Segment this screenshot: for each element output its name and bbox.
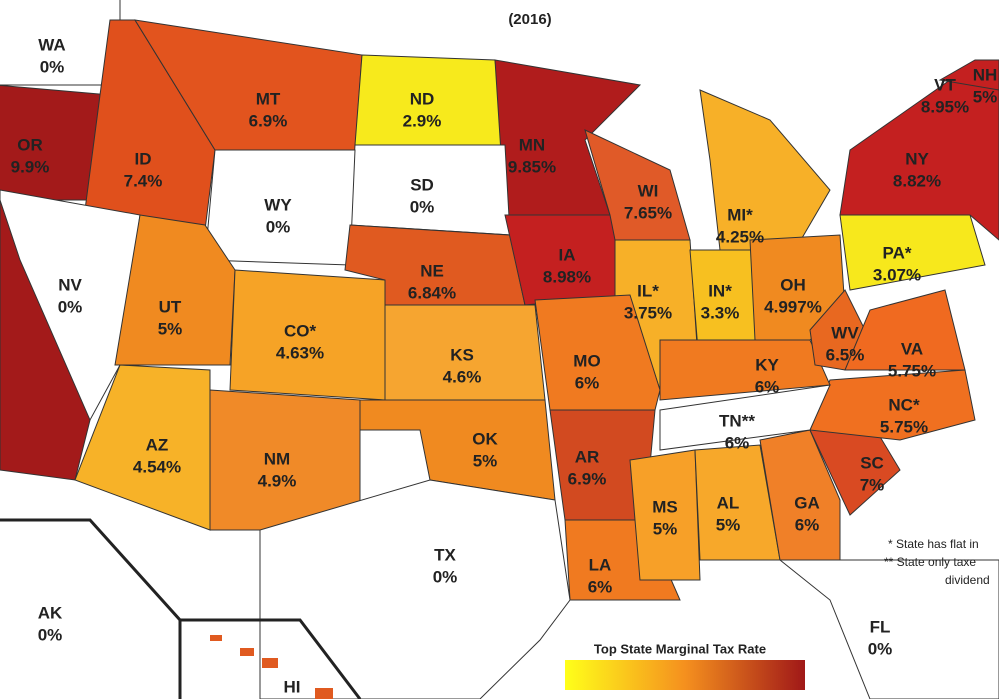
legend-title: Top State Marginal Tax Rate [594, 641, 766, 656]
state-rate: 8.98% [543, 267, 591, 286]
state-rate: 5% [473, 451, 498, 470]
state-rate: 5.75% [888, 361, 936, 380]
state-name: AL [717, 493, 740, 512]
state-name: KY [755, 355, 779, 374]
state-rate: 0% [266, 217, 291, 236]
state-rate: 6% [588, 577, 613, 596]
state-rate: 6% [795, 515, 820, 534]
state-rate: 8.95% [921, 97, 969, 116]
state-name: TN** [719, 411, 755, 430]
state-name: MN [519, 135, 545, 154]
state-name: HI [284, 677, 301, 696]
note: * State has flat in [888, 537, 979, 551]
state-rate: 6% [755, 377, 780, 396]
state-rate: 5% [653, 519, 678, 538]
state-name: ND [410, 89, 435, 108]
state-name: NE [420, 261, 444, 280]
state-rate: 4.6% [443, 367, 482, 386]
state-name: UT [159, 297, 182, 316]
state-name: WY [264, 195, 292, 214]
state-name: GA [794, 493, 820, 512]
state-rate: 0% [410, 197, 435, 216]
state-rate: 0% [868, 639, 893, 658]
state-rate: 5.75% [880, 417, 928, 436]
state-name: FL [870, 617, 891, 636]
state-name: WV [831, 323, 859, 342]
state-name: NC* [888, 395, 920, 414]
state-rate: 6.9% [568, 469, 607, 488]
state-name: WI [638, 181, 659, 200]
state-rate: 8.82% [893, 171, 941, 190]
state-name: NM [264, 449, 290, 468]
state-name: WA [38, 35, 65, 54]
state-rate: 4.63% [276, 343, 324, 362]
state-name: AR [575, 447, 600, 466]
state-rate: 4.997% [764, 297, 822, 316]
state-rate: 6.5% [826, 345, 865, 364]
state-rate: 7.4% [124, 171, 163, 190]
legend-gradient [565, 660, 805, 690]
state-name: OR [17, 135, 43, 154]
state-rate: 3.3% [701, 303, 740, 322]
state-name: VT [934, 75, 956, 94]
state-rate: 6.9% [249, 111, 288, 130]
state-rate: 6% [575, 373, 600, 392]
state-rate: 4.54% [133, 457, 181, 476]
state-name: NY [905, 149, 929, 168]
state-rate: 4.25% [716, 227, 764, 246]
state-name: OK [472, 429, 498, 448]
state-name: IL* [637, 281, 659, 300]
state-rate: 5% [158, 319, 183, 338]
state-name: ID [135, 149, 152, 168]
note: dividend [945, 573, 990, 587]
state-rate: 4.9% [258, 471, 297, 490]
note: ** State only taxe [884, 555, 976, 569]
state-name: AZ [146, 435, 169, 454]
state-rate: 9.9% [11, 157, 50, 176]
subtitle: (2016) [508, 11, 551, 28]
state-rate: 0% [40, 57, 65, 76]
state-name: OH [780, 275, 806, 294]
state-rate: 0% [58, 297, 83, 316]
state-name: MO [573, 351, 600, 370]
state-name: PA* [883, 243, 912, 262]
state-rate: 3.75% [624, 303, 672, 322]
state-rate: 6.84% [408, 283, 456, 302]
state-name: NV [58, 275, 82, 294]
state-name: AK [38, 603, 63, 622]
state-name: SC [860, 453, 884, 472]
state-name: MI* [727, 205, 753, 224]
state-name: IA [559, 245, 576, 264]
state-name: MS [652, 497, 678, 516]
state-rate: 3.07% [873, 265, 921, 284]
state-name: SD [410, 175, 434, 194]
state-name: VA [901, 339, 923, 358]
state-rate: 5% [973, 87, 998, 106]
state-rate: 0% [38, 625, 63, 644]
state-rate: 0% [433, 567, 458, 586]
state-rate: 5% [716, 515, 741, 534]
state-name: CO* [284, 321, 317, 340]
state-name: IN* [708, 281, 732, 300]
state-name: TX [434, 545, 456, 564]
state-name: MT [256, 89, 281, 108]
state-name: NH [973, 65, 998, 84]
state-name: LA [589, 555, 612, 574]
state-rate: 7% [860, 475, 885, 494]
state-rate: 2.9% [403, 111, 442, 130]
state-rate: 9.85% [508, 157, 556, 176]
state-name: KS [450, 345, 474, 364]
state-rate: 7.65% [624, 203, 672, 222]
state-rate: 6% [725, 433, 750, 452]
